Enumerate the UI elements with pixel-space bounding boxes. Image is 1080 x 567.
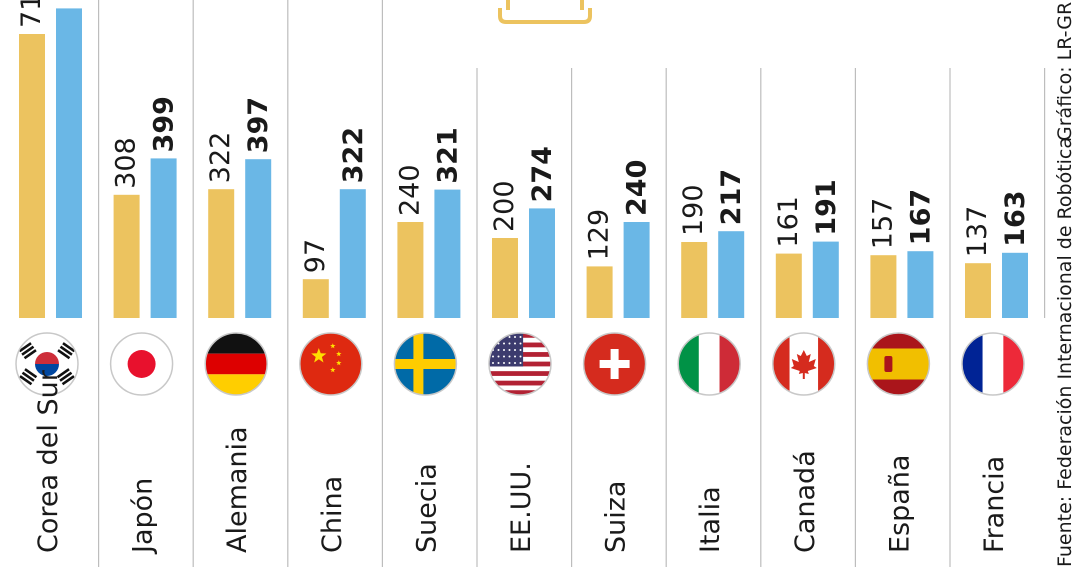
bar-old-italia	[681, 242, 708, 318]
bar-old-suiza	[586, 266, 613, 318]
value-label-old-alemania: 322	[205, 132, 236, 184]
bar-old-canada	[775, 253, 802, 318]
bar-old-corea-del-sur	[19, 34, 45, 318]
bar-old-espana	[870, 255, 897, 318]
grid-lines	[97, 0, 1046, 567]
bar-old-suecia	[397, 222, 424, 318]
value-label-old-italia: 190	[678, 184, 709, 236]
value-label-new-alemania: 397	[243, 97, 274, 153]
credit-text: Gráfico: LR-GR	[1054, 2, 1076, 141]
bar-old-francia	[965, 263, 991, 318]
category-label-corea-del-sur: Corea del Sur	[33, 369, 64, 553]
trophy-icon	[498, 0, 592, 24]
value-label-old-suiza: 129	[584, 209, 615, 261]
value-label-new-china: 322	[338, 127, 369, 183]
value-label-old-corea-del-sur: 71	[16, 0, 47, 28]
value-label-old-japon: 308	[111, 137, 142, 189]
bar-new-suiza	[623, 222, 650, 318]
value-label-new-japon: 399	[149, 96, 180, 152]
category-label-suiza: Suiza	[601, 481, 632, 553]
flag-switzerland-icon	[582, 332, 647, 396]
category-label-japon: Japón	[128, 478, 159, 555]
bar-old-japon	[113, 194, 140, 318]
value-label-new-canada: 191	[811, 179, 842, 235]
flag-sweden-icon	[393, 332, 458, 396]
bar-old-ee-uu	[492, 238, 518, 318]
bar-new-italia	[718, 231, 745, 318]
bar-old-china	[302, 279, 329, 318]
category-label-francia: Francia	[979, 456, 1010, 553]
source-text: Fuente: Federación Internacional de Robó…	[1054, 137, 1076, 567]
flag-germany-icon	[204, 332, 268, 396]
flags	[15, 332, 1025, 396]
bar-new-ee-uu	[529, 208, 555, 318]
flag-south-korea-icon	[15, 332, 79, 396]
value-label-new-ee-uu: 274	[527, 146, 558, 202]
category-label-italia: Italia	[695, 486, 726, 553]
value-label-old-suecia: 240	[394, 164, 425, 216]
category-label-canada: Canadá	[790, 450, 821, 553]
category-label-ee-uu: EE.UU.	[506, 462, 537, 553]
flag-italy-icon	[677, 332, 741, 396]
flag-spain-icon	[866, 332, 931, 396]
bar-new-francia	[1002, 252, 1028, 318]
value-label-new-italia: 217	[716, 169, 747, 225]
bar-new-alemania	[245, 159, 272, 318]
value-label-old-china: 97	[300, 239, 331, 273]
flag-canada-icon	[772, 332, 836, 396]
bar-new-japon	[150, 158, 177, 318]
flag-china-icon	[299, 332, 363, 396]
flag-usa-icon	[488, 332, 552, 396]
bars	[19, 8, 1028, 319]
value-label-old-espana: 157	[867, 198, 898, 250]
bar-new-suecia	[434, 189, 461, 318]
flag-japan-icon	[109, 332, 174, 396]
value-label-new-espana: 167	[905, 189, 936, 245]
category-label-suecia: Suecia	[411, 463, 442, 553]
flag-france-icon	[961, 332, 1025, 396]
category-label-espana: España	[884, 455, 915, 553]
bar-new-canada	[812, 241, 839, 318]
category-label-alemania: Alemania	[222, 426, 253, 553]
bar-new-espana	[907, 251, 934, 318]
value-label-new-suecia: 321	[432, 127, 463, 183]
value-label-old-canada: 161	[773, 196, 804, 248]
value-label-new-francia: 163	[1000, 190, 1031, 246]
value-label-old-ee-uu: 200	[489, 180, 520, 232]
bar-old-alemania	[208, 189, 235, 318]
value-label-new-suiza: 240	[622, 160, 653, 216]
bar-new-corea-del-sur	[56, 8, 82, 319]
bar-new-china	[339, 189, 366, 318]
value-label-old-francia: 137	[962, 206, 993, 258]
category-label-china: China	[317, 476, 348, 553]
